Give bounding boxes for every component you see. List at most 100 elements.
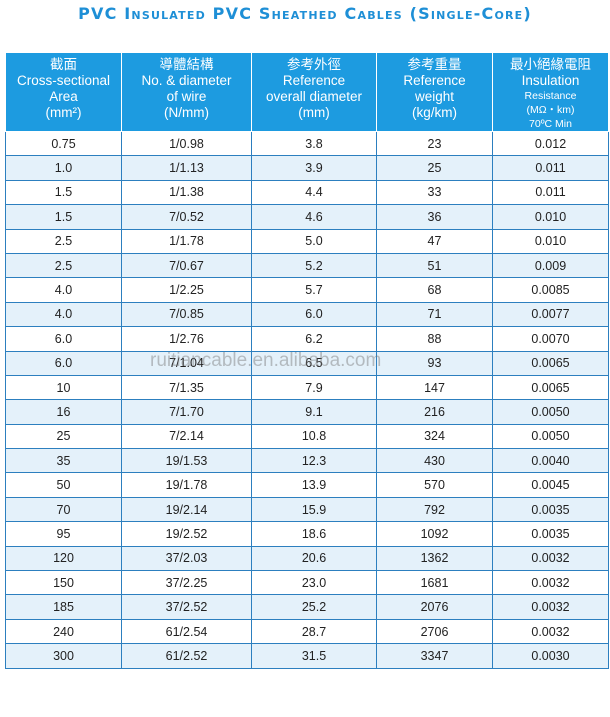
table-row: 0.75 1/0.98 3.8 23 0.012	[5, 131, 609, 157]
table-row: 70 19/2.14 15.9 792 0.0035	[5, 497, 609, 523]
cell-weight: 1092	[376, 521, 493, 547]
cell-wire: 7/0.67	[121, 253, 252, 279]
cell-resistance: 0.0040	[492, 448, 609, 474]
header-line: (kg/km)	[412, 105, 457, 120]
cell-weight: 1362	[376, 546, 493, 572]
cell-wire: 7/1.70	[121, 399, 252, 425]
cell-weight: 36	[376, 204, 493, 230]
cell-resistance: 0.0050	[492, 424, 609, 450]
header-line: No. & diameter	[141, 73, 232, 88]
table-row: 6.0 7/1.04 6.5 93 0.0065	[5, 351, 609, 376]
cell-resistance: 0.0032	[492, 570, 609, 596]
cell-area: 2.5	[5, 229, 122, 254]
cell-weight: 88	[376, 326, 493, 352]
cell-diameter: 15.9	[251, 497, 377, 523]
cell-wire: 7/1.04	[121, 351, 252, 376]
cell-resistance: 0.011	[492, 180, 609, 206]
cell-diameter: 5.2	[251, 253, 377, 279]
cell-diameter: 6.0	[251, 302, 377, 328]
cell-resistance: 0.0065	[492, 375, 609, 401]
header-line: (N/mm)	[164, 105, 209, 120]
cell-diameter: 4.6	[251, 204, 377, 230]
cell-resistance: 0.0050	[492, 399, 609, 425]
cell-wire: 37/2.25	[121, 570, 252, 596]
cell-area: 120	[5, 546, 122, 572]
header-line: Reference	[282, 73, 346, 88]
table-header-row: 截面 Cross-sectional Area (mm²) 導體結構 No. &…	[5, 52, 609, 132]
cell-diameter: 31.5	[251, 643, 377, 669]
cell-resistance: 0.011	[492, 155, 609, 181]
cell-weight: 51	[376, 253, 493, 279]
cell-area: 50	[5, 472, 122, 498]
cell-diameter: 18.6	[251, 521, 377, 547]
cell-resistance: 0.0085	[492, 277, 609, 303]
cell-weight: 216	[376, 399, 493, 425]
cell-wire: 7/0.52	[121, 204, 252, 230]
cell-wire: 1/2.25	[121, 277, 252, 303]
header-line: 参考外徑	[287, 57, 341, 72]
cell-resistance: 0.0077	[492, 302, 609, 328]
table-row: 2.5 7/0.67 5.2 51 0.009	[5, 253, 609, 279]
cell-wire: 7/2.14	[121, 424, 252, 450]
cell-weight: 25	[376, 155, 493, 181]
cell-area: 4.0	[5, 302, 122, 328]
cell-resistance: 0.010	[492, 204, 609, 230]
cell-diameter: 10.8	[251, 424, 377, 450]
cell-wire: 1/0.98	[121, 131, 252, 157]
cell-wire: 1/1.38	[121, 180, 252, 206]
cell-resistance: 0.0032	[492, 546, 609, 572]
cell-wire: 19/2.52	[121, 521, 252, 547]
cell-area: 185	[5, 594, 122, 620]
table-row: 35 19/1.53 12.3 430 0.0040	[5, 448, 609, 474]
header-line: of wire	[166, 89, 207, 104]
cell-resistance: 0.010	[492, 229, 609, 254]
cell-resistance: 0.0035	[492, 521, 609, 547]
header-overall-diameter: 参考外徑 Reference overall diameter (mm)	[251, 52, 377, 132]
cell-weight: 147	[376, 375, 493, 401]
header-line: weight	[414, 89, 455, 104]
cell-diameter: 9.1	[251, 399, 377, 425]
table-row: 50 19/1.78 13.9 570 0.0045	[5, 472, 609, 498]
cell-diameter: 5.7	[251, 277, 377, 303]
cell-wire: 1/1.13	[121, 155, 252, 181]
cell-wire: 7/0.85	[121, 302, 252, 328]
cell-weight: 47	[376, 229, 493, 254]
cell-wire: 61/2.52	[121, 643, 252, 669]
cell-area: 150	[5, 570, 122, 596]
cell-resistance: 0.0065	[492, 351, 609, 376]
table-row: 6.0 1/2.76 6.2 88 0.0070	[5, 326, 609, 352]
header-reference-weight: 参考重量 Reference weight (kg/km)	[376, 52, 493, 132]
table-row: 25 7/2.14 10.8 324 0.0050	[5, 424, 609, 450]
cable-spec-table: 截面 Cross-sectional Area (mm²) 導體結構 No. &…	[5, 52, 609, 669]
table-row: 4.0 1/2.25 5.7 68 0.0085	[5, 277, 609, 303]
header-line: overall diameter	[265, 89, 363, 104]
cell-weight: 2706	[376, 619, 493, 645]
cell-area: 1.5	[5, 204, 122, 230]
cell-resistance: 0.0070	[492, 326, 609, 352]
cell-diameter: 6.5	[251, 351, 377, 376]
cell-wire: 61/2.54	[121, 619, 252, 645]
table-row: 10 7/1.35 7.9 147 0.0065	[5, 375, 609, 401]
header-line: Resistance	[524, 90, 577, 102]
header-line: 70ºC Min	[529, 118, 572, 130]
cell-area: 16	[5, 399, 122, 425]
table-row: 1.5 1/1.38 4.4 33 0.011	[5, 180, 609, 206]
cell-resistance: 0.0032	[492, 594, 609, 620]
cell-diameter: 23.0	[251, 570, 377, 596]
cell-diameter: 4.4	[251, 180, 377, 206]
page-title: PVC Insulated PVC Sheathed Cables (Singl…	[78, 4, 532, 23]
header-line: Cross-sectional	[16, 73, 111, 88]
cell-wire: 1/1.78	[121, 229, 252, 254]
cell-diameter: 5.0	[251, 229, 377, 254]
cell-area: 1.5	[5, 180, 122, 206]
table-row: 300 61/2.52 31.5 3347 0.0030	[5, 643, 609, 669]
cell-wire: 19/1.78	[121, 472, 252, 498]
cell-area: 10	[5, 375, 122, 401]
header-line: 截面	[50, 57, 77, 72]
cell-wire: 7/1.35	[121, 375, 252, 401]
cell-weight: 68	[376, 277, 493, 303]
table-row: 4.0 7/0.85 6.0 71 0.0077	[5, 302, 609, 328]
cell-area: 35	[5, 448, 122, 474]
cell-weight: 324	[376, 424, 493, 450]
cell-resistance: 0.009	[492, 253, 609, 279]
